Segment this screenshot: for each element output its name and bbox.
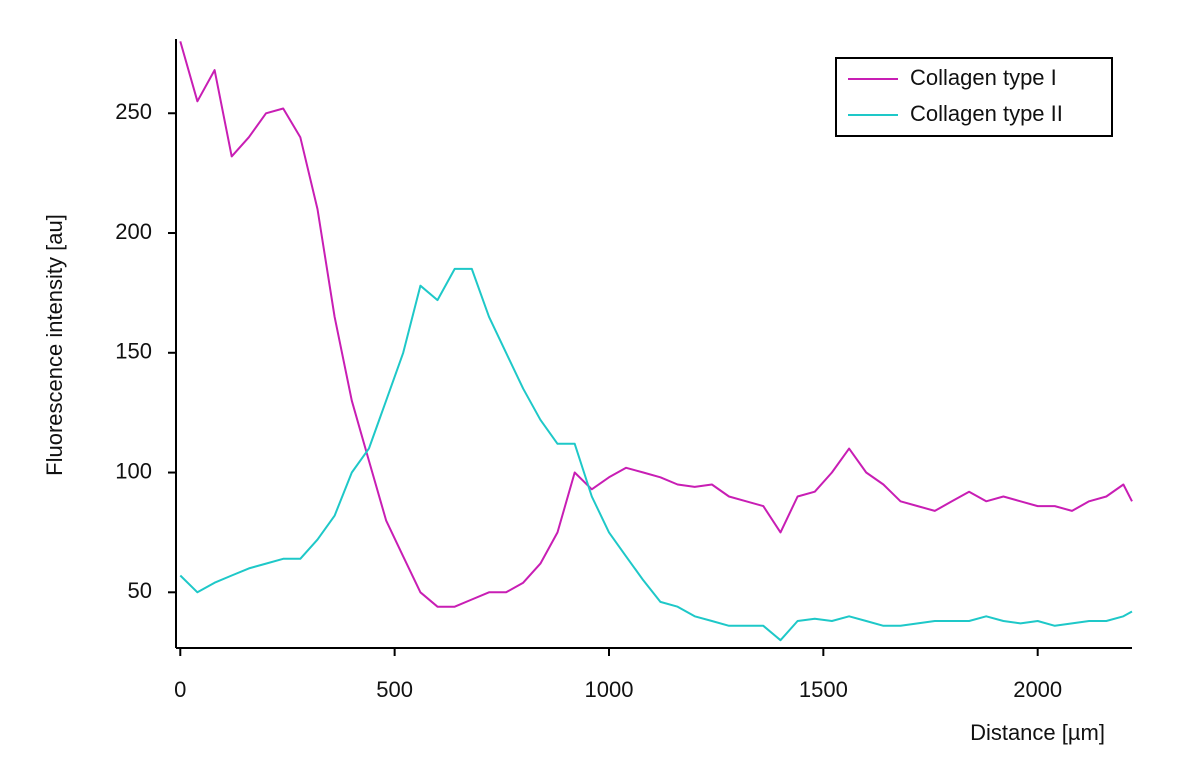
legend-label: Collagen type II: [910, 101, 1063, 126]
legend-box: [835, 57, 1113, 137]
x-tick-label: 0: [174, 677, 186, 702]
x-tick-label: 500: [376, 677, 413, 702]
y-axis-label: Fluorescence intensity [au]: [42, 214, 67, 476]
x-tick-label: 2000: [1013, 677, 1062, 702]
legend-label: Collagen type I: [910, 65, 1057, 90]
x-axis-label: Distance [µm]: [970, 720, 1105, 745]
line-series: [179, 41, 1133, 608]
x-tick-label: 1500: [799, 677, 848, 702]
y-tick-label: 150: [115, 339, 152, 364]
y-tick-label: 100: [115, 458, 152, 483]
y-tick-label: 250: [115, 99, 152, 124]
y-tick-label: 50: [128, 578, 152, 603]
y-tick-label: 200: [115, 219, 152, 244]
x-tick-label: 1000: [585, 677, 634, 702]
line-series: [179, 267, 1133, 642]
